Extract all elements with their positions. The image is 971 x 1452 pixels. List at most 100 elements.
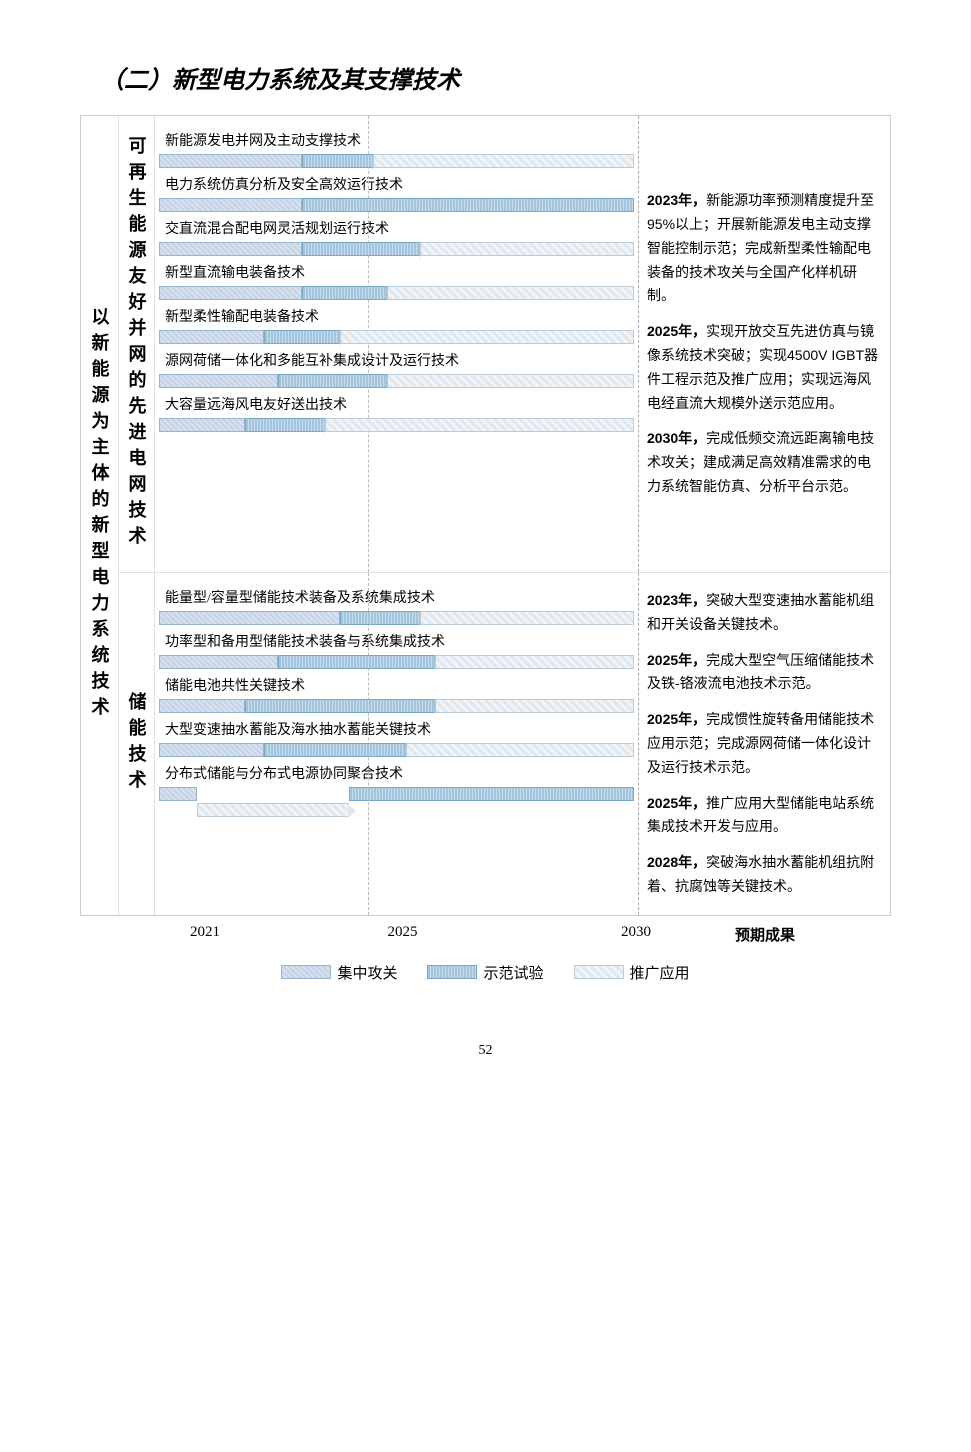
bar-segment-phase2 [302,198,635,212]
page-number: 52 [80,1043,891,1059]
legend: 集中攻关 示范试验 推广应用 [80,952,891,983]
tech-column: 能量型/容量型储能技术装备及系统集成技术功率型和备用型储能技术装备与系统集成技术… [155,573,638,915]
bar-segment-phase3 [435,699,635,713]
legend-phase3: 推广应用 [574,962,690,983]
sub-category-label: 储能技术 [119,573,155,915]
bar-segment-phase1 [159,655,278,669]
tech-block: 储能电池共性关键技术 [159,675,634,713]
tech-block: 大容量远海风电友好送出技术 [159,394,634,432]
tech-block: 功率型和备用型储能技术装备与系统集成技术 [159,631,634,669]
bar-segment-phase2 [340,611,421,625]
outcomes-column: 2023年，突破大型变速抽水蓄能机组和开关设备关键技术。 2025年，完成大型空气… [638,573,890,915]
bar-row [159,699,634,713]
legend-label-phase2: 示范试验 [483,962,543,983]
section-row: 可再生能源友好并网的先进电网技术新能源发电并网及主动支撑技术电力系统仿真分析及安… [119,116,890,573]
legend-phase2: 示范试验 [427,962,543,983]
bar-segment-phase2 [264,330,340,344]
bar-segment-phase1 [159,242,302,256]
content-column: 可再生能源友好并网的先进电网技术新能源发电并网及主动支撑技术电力系统仿真分析及安… [119,116,890,915]
bar-segment-phase1 [159,743,264,757]
bar-row [159,418,634,432]
tech-label: 交直流混合配电网灵活规划运行技术 [165,218,634,238]
legend-swatch-phase2 [427,965,477,979]
outcome-text: 2025年，推广应用大型储能电站系统集成技术开发与应用。 [647,792,882,840]
bar-row [159,286,634,300]
tech-block: 新型直流输电装备技术 [159,262,634,300]
timeline-axis: 2021 2025 2030 预期成果 [80,916,891,952]
main-category-label: 以新能源为主体的新型电力系统技术 [81,116,119,915]
tech-label: 能量型/容量型储能技术装备及系统集成技术 [165,587,634,607]
sub-category-label: 可再生能源友好并网的先进电网技术 [119,116,155,572]
bar-segment-phase2 [278,374,387,388]
bar-row [159,154,634,168]
tech-label: 储能电池共性关键技术 [165,675,634,695]
bar-segment-phase2 [245,418,326,432]
tech-block: 新型柔性输配电装备技术 [159,306,634,344]
outcome-text: 2023年，突破大型变速抽水蓄能机组和开关设备关键技术。 [647,589,882,637]
bar-row [159,611,634,625]
tech-label: 分布式储能与分布式电源协同聚合技术 [165,763,634,783]
bar-segment-phase3 [197,803,349,817]
outcomes-column: 2023年，新能源功率预测精度提升至95%以上；开展新能源发电主动支撑智能控制示… [638,116,890,572]
bar-segment-phase3 [340,330,635,344]
legend-swatch-phase3 [574,965,624,979]
bar-segment-phase2 [278,655,435,669]
bar-segment-phase3 [420,242,634,256]
bar-segment-phase3 [387,374,634,388]
tech-block: 分布式储能与分布式电源协同聚合技术 [159,763,634,817]
outcome-text: 2025年，完成惯性旋转备用储能技术应用示范；完成源网荷储一体化设计及运行技术示… [647,708,882,779]
legend-phase1: 集中攻关 [281,962,397,983]
outcome-text: 2023年，新能源功率预测精度提升至95%以上；开展新能源发电主动支撑智能控制示… [647,189,882,308]
tech-label: 功率型和备用型储能技术装备与系统集成技术 [165,631,634,651]
bar-row [159,198,634,212]
bar-segment-phase2 [264,743,407,757]
bar-row [159,743,634,757]
tech-label: 大型变速抽水蓄能及海水抽水蓄能关键技术 [165,719,634,739]
legend-swatch-phase1 [281,965,331,979]
bar-segment-phase1 [159,611,340,625]
bar-segment-phase3 [387,286,634,300]
outcome-text: 2030年，完成低频交流远距离输电技术攻关；建成满足高效精准需求的电力系统智能仿… [647,427,882,498]
tech-label: 电力系统仿真分析及安全高效运行技术 [165,174,634,194]
outcome-header: 预期成果 [639,924,891,948]
bar-segment-phase1 [159,330,264,344]
page-title: （二）新型电力系统及其支撑技术 [80,60,891,95]
bar-segment-phase1 [159,154,302,168]
legend-label-phase3: 推广应用 [630,962,690,983]
bar-segment-phase1 [159,286,302,300]
bar-row [159,374,634,388]
tech-block: 源网荷储一体化和多能互补集成设计及运行技术 [159,350,634,388]
axis-tick-mid: 2025 [388,924,418,941]
tech-block: 电力系统仿真分析及安全高效运行技术 [159,174,634,212]
roadmap-diagram: 以新能源为主体的新型电力系统技术 可再生能源友好并网的先进电网技术新能源发电并网… [80,115,891,916]
tech-label: 大容量远海风电友好送出技术 [165,394,634,414]
bar-segment-phase3 [420,611,634,625]
bar-segment-phase1 [159,198,302,212]
bar-segment-phase1 [159,787,197,801]
bar-segment-phase1 [159,374,278,388]
bar-segment-phase2 [302,242,421,256]
axis-tick-end: 2030 [621,924,651,941]
bar-segment-phase1 [159,699,245,713]
tech-label: 新型柔性输配电装备技术 [165,306,634,326]
bar-row [159,787,634,801]
section-row: 储能技术能量型/容量型储能技术装备及系统集成技术功率型和备用型储能技术装备与系统… [119,573,890,915]
tech-block: 交直流混合配电网灵活规划运行技术 [159,218,634,256]
outcome-text: 2028年，突破海水抽水蓄能机组抗附着、抗腐蚀等关键技术。 [647,851,882,899]
bar-segment-phase3 [325,418,634,432]
bar-row [159,655,634,669]
tech-column: 新能源发电并网及主动支撑技术电力系统仿真分析及安全高效运行技术交直流混合配电网灵… [155,116,638,572]
tech-block: 大型变速抽水蓄能及海水抽水蓄能关键技术 [159,719,634,757]
bar-segment-phase3 [373,154,634,168]
bar-row [159,803,634,817]
outcome-text: 2025年，完成大型空气压缩储能技术及铁-铬液流电池技术示范。 [647,649,882,697]
bar-segment-phase2 [349,787,634,801]
legend-label-phase1: 集中攻关 [337,962,397,983]
axis-tick-start: 2021 [190,924,220,941]
bar-row [159,330,634,344]
bar-segment-phase1 [159,418,245,432]
outcome-text: 2025年，实现开放交互先进仿真与镜像系统技术突破；实现4500V IGBT器件… [647,320,882,415]
bar-row [159,242,634,256]
bar-segment-phase2 [302,154,373,168]
tech-block: 新能源发电并网及主动支撑技术 [159,130,634,168]
